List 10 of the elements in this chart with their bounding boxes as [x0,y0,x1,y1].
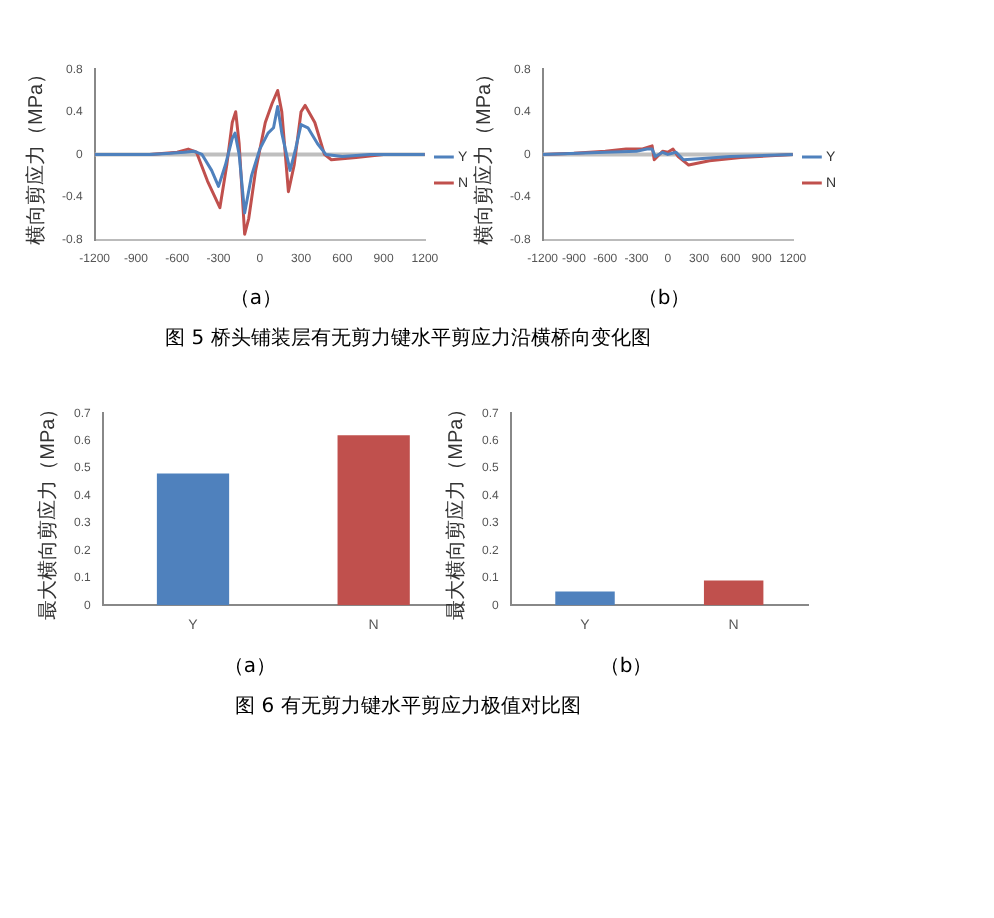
y-axis-title: 横向剪应力（MPa） [23,63,48,245]
text: （b） [635,286,693,312]
caption: 图 5 桥头铺装层有无剪力键水平剪应力沿横桥向变化图 [163,325,653,352]
text: （b） [597,654,655,680]
text: （a） [221,654,279,680]
y-axis-title: 横向剪应力（MPa） [471,63,496,245]
caption: 图 6 有无剪力键水平剪应力极值对比图 [233,693,583,720]
text: （a） [227,286,285,312]
y-axis-title: 最大横向剪应力（MPa） [443,398,468,620]
y-axis-title: 最大横向剪应力（MPa） [35,398,60,620]
